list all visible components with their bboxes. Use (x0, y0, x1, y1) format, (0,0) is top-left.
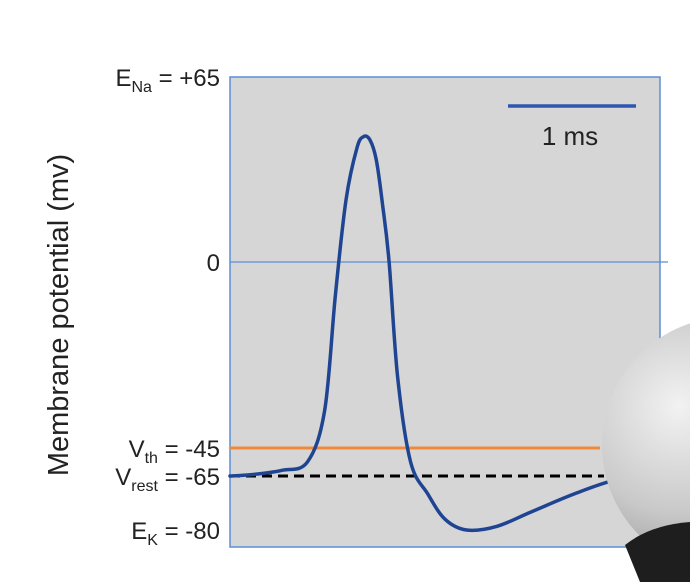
scale-bar-label: 1 ms (542, 121, 598, 151)
decorative-ball (602, 323, 690, 582)
y-axis-label: Membrane potential (mv) (43, 154, 75, 476)
tick-label-vth: Vth = -45 (129, 436, 220, 467)
tick-label-zero: 0 (207, 250, 220, 277)
tick-label-ek: EK = -80 (131, 518, 220, 549)
tick-label-vrest: Vrest = -65 (115, 464, 220, 495)
tick-label-ena: ENa = +65 (115, 65, 220, 96)
action-potential-trace (228, 134, 662, 533)
